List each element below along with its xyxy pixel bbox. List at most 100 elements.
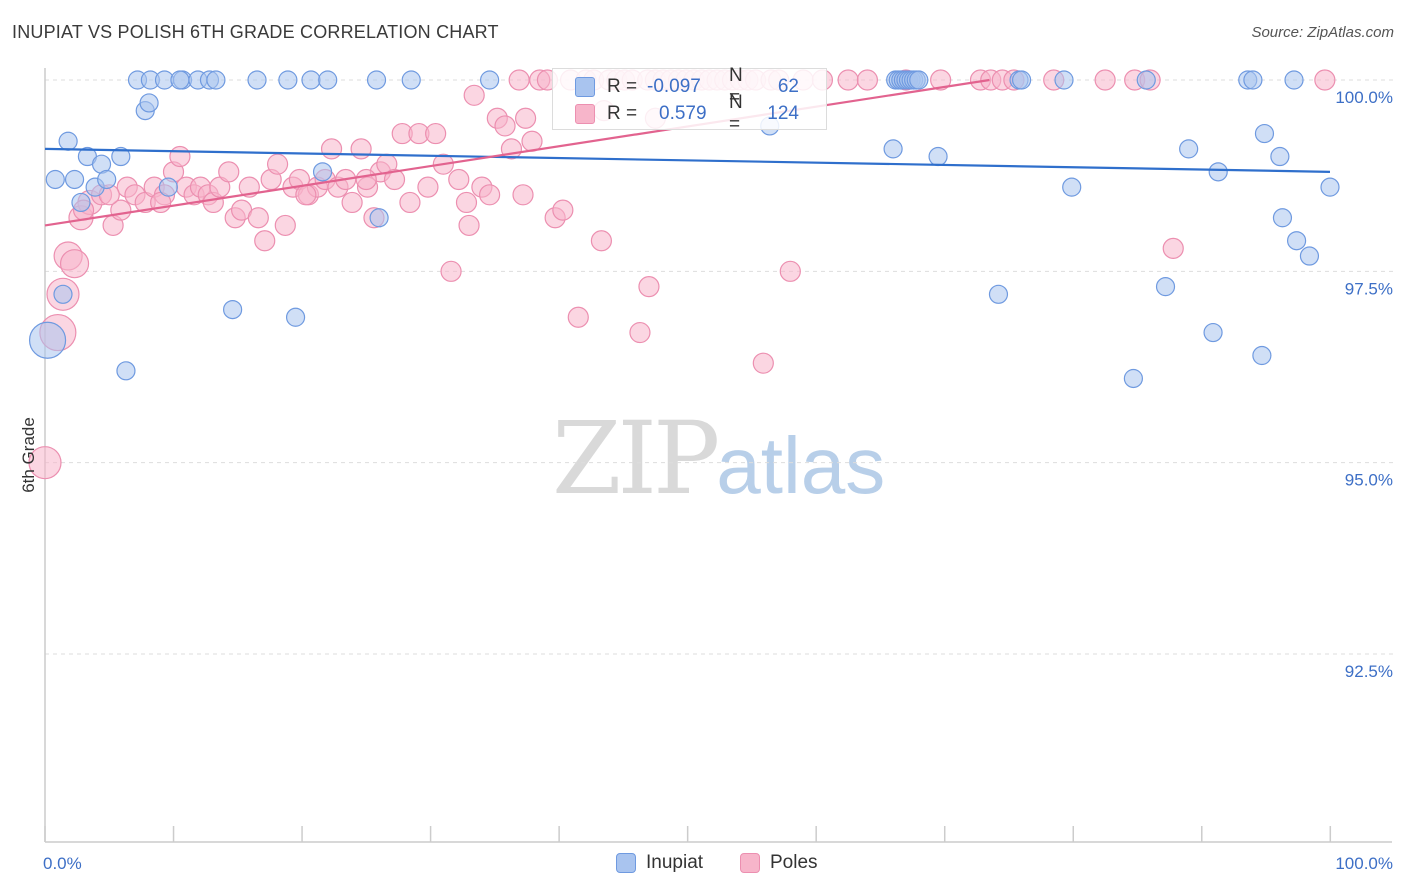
scatter-point: [514, 107, 537, 129]
scatter-point: [1162, 237, 1184, 259]
scatter-point: [779, 260, 801, 282]
scatter-point: [170, 70, 190, 90]
scatter-point: [552, 199, 574, 221]
y-tick-label: 92.5%: [1345, 662, 1393, 681]
scatter-point: [301, 70, 321, 90]
scatter-point: [223, 300, 243, 320]
scatter-point: [247, 207, 269, 229]
scatter-point: [508, 69, 530, 91]
scatter-point: [1254, 123, 1275, 144]
scatter-point: [59, 249, 90, 279]
scatter-point: [64, 169, 85, 190]
r-value: 0.579: [659, 103, 707, 124]
scatter-point: [28, 446, 62, 480]
scatter-point: [369, 208, 389, 228]
scatter-point: [53, 284, 73, 304]
scatter-point: [158, 177, 178, 197]
scatter-point: [856, 69, 879, 91]
inupiat-swatch: [575, 77, 595, 97]
scatter-point: [312, 162, 333, 182]
chart-title: INUPIAT VS POLISH 6TH GRADE CORRELATION …: [12, 22, 499, 42]
scatter-point: [512, 184, 534, 206]
scatter-point: [417, 176, 439, 198]
scatter-point: [1094, 69, 1116, 91]
poles-trend-line: [44, 78, 990, 227]
inupiat-trend-line: [44, 147, 1331, 173]
r-value: -0.097: [647, 76, 701, 97]
y-axis-label: 6th Grade: [19, 417, 38, 493]
legend: Inupiat Poles: [0, 852, 1406, 878]
scatter-point: [1243, 70, 1263, 90]
scatter-point: [169, 145, 191, 168]
x-tick-label: 100.0%: [1335, 854, 1393, 873]
scatter-point: [1123, 368, 1143, 389]
scatter-point: [1062, 177, 1082, 197]
scatter-point: [1252, 345, 1272, 366]
scatter-point: [278, 70, 298, 90]
source-label: Source: ZipAtlas.com: [1251, 24, 1394, 41]
scatter-point: [1179, 139, 1199, 159]
scatter-point: [567, 306, 589, 328]
tick-labels: 100.0% 97.5% 95.0% 92.5% 0.0% 100.0%: [43, 88, 1393, 873]
scatter-point: [274, 214, 296, 237]
legend-item-poles[interactable]: Poles: [740, 852, 818, 874]
scatter-point: [1155, 277, 1176, 297]
watermark-atlas: atlas: [716, 421, 886, 510]
stats-legend: R = -0.097 N = 62 R = 0.579 N = 124: [552, 65, 827, 135]
legend-item-inupiat[interactable]: Inupiat: [616, 852, 703, 874]
scatter-point: [318, 70, 338, 90]
scatter-point: [1011, 70, 1032, 90]
inupiat-legend-swatch: [616, 853, 636, 873]
scatter-point: [1136, 70, 1156, 90]
x-tick-label: 0.0%: [43, 854, 82, 873]
scatter-point: [295, 184, 317, 206]
scatter-point: [320, 138, 343, 160]
scatter-point: [590, 230, 613, 252]
n-label: N =: [729, 65, 743, 108]
n-value: 62: [777, 76, 799, 97]
scatter-point: [58, 131, 78, 151]
y-tick-label: 97.5%: [1345, 279, 1393, 298]
scatter-point: [366, 70, 387, 90]
scatter-point: [1272, 208, 1293, 228]
scatter-point: [1314, 69, 1336, 91]
scatter-point: [463, 84, 485, 106]
scatter-point: [71, 192, 91, 213]
scatter-point: [1203, 322, 1223, 343]
scatter-point: [45, 169, 65, 190]
watermark: ZIPatlas: [552, 400, 885, 517]
watermark-zip: ZIP: [552, 400, 720, 517]
scatter-point: [521, 130, 543, 152]
scatter-point: [97, 169, 117, 190]
scatter-point: [218, 161, 240, 183]
scatter-point: [448, 168, 470, 191]
trend-lines: [44, 78, 1331, 227]
scatter-point: [752, 352, 774, 374]
scatter-point: [1286, 231, 1307, 251]
scatter-point: [139, 93, 159, 113]
stats-row-inupiat: R = -0.097 N = 62: [575, 65, 799, 108]
scatter-point: [266, 153, 289, 175]
scatter-point: [425, 122, 447, 145]
scatter-point: [399, 191, 421, 214]
scatter-point: [1054, 70, 1074, 90]
scatter-point: [285, 307, 306, 327]
stats-row-poles: R = 0.579 N = 124: [575, 92, 799, 135]
y-tick-label: 100.0%: [1335, 88, 1393, 107]
n-value: 124: [767, 103, 799, 124]
poles-points: [28, 69, 1336, 480]
scatter-point: [28, 321, 67, 359]
scatter-point: [206, 70, 226, 90]
legend-label: Poles: [770, 852, 818, 873]
scatter-point: [909, 70, 929, 90]
scatter-point: [401, 70, 421, 90]
scatter-point: [111, 146, 131, 167]
scatter-point: [1320, 177, 1340, 197]
scatter-point: [383, 168, 406, 191]
scatter-point: [494, 115, 516, 137]
scatter-point: [455, 191, 478, 214]
scatter-point: [930, 69, 952, 91]
scatter-point: [254, 230, 276, 252]
scatter-point: [355, 168, 377, 191]
